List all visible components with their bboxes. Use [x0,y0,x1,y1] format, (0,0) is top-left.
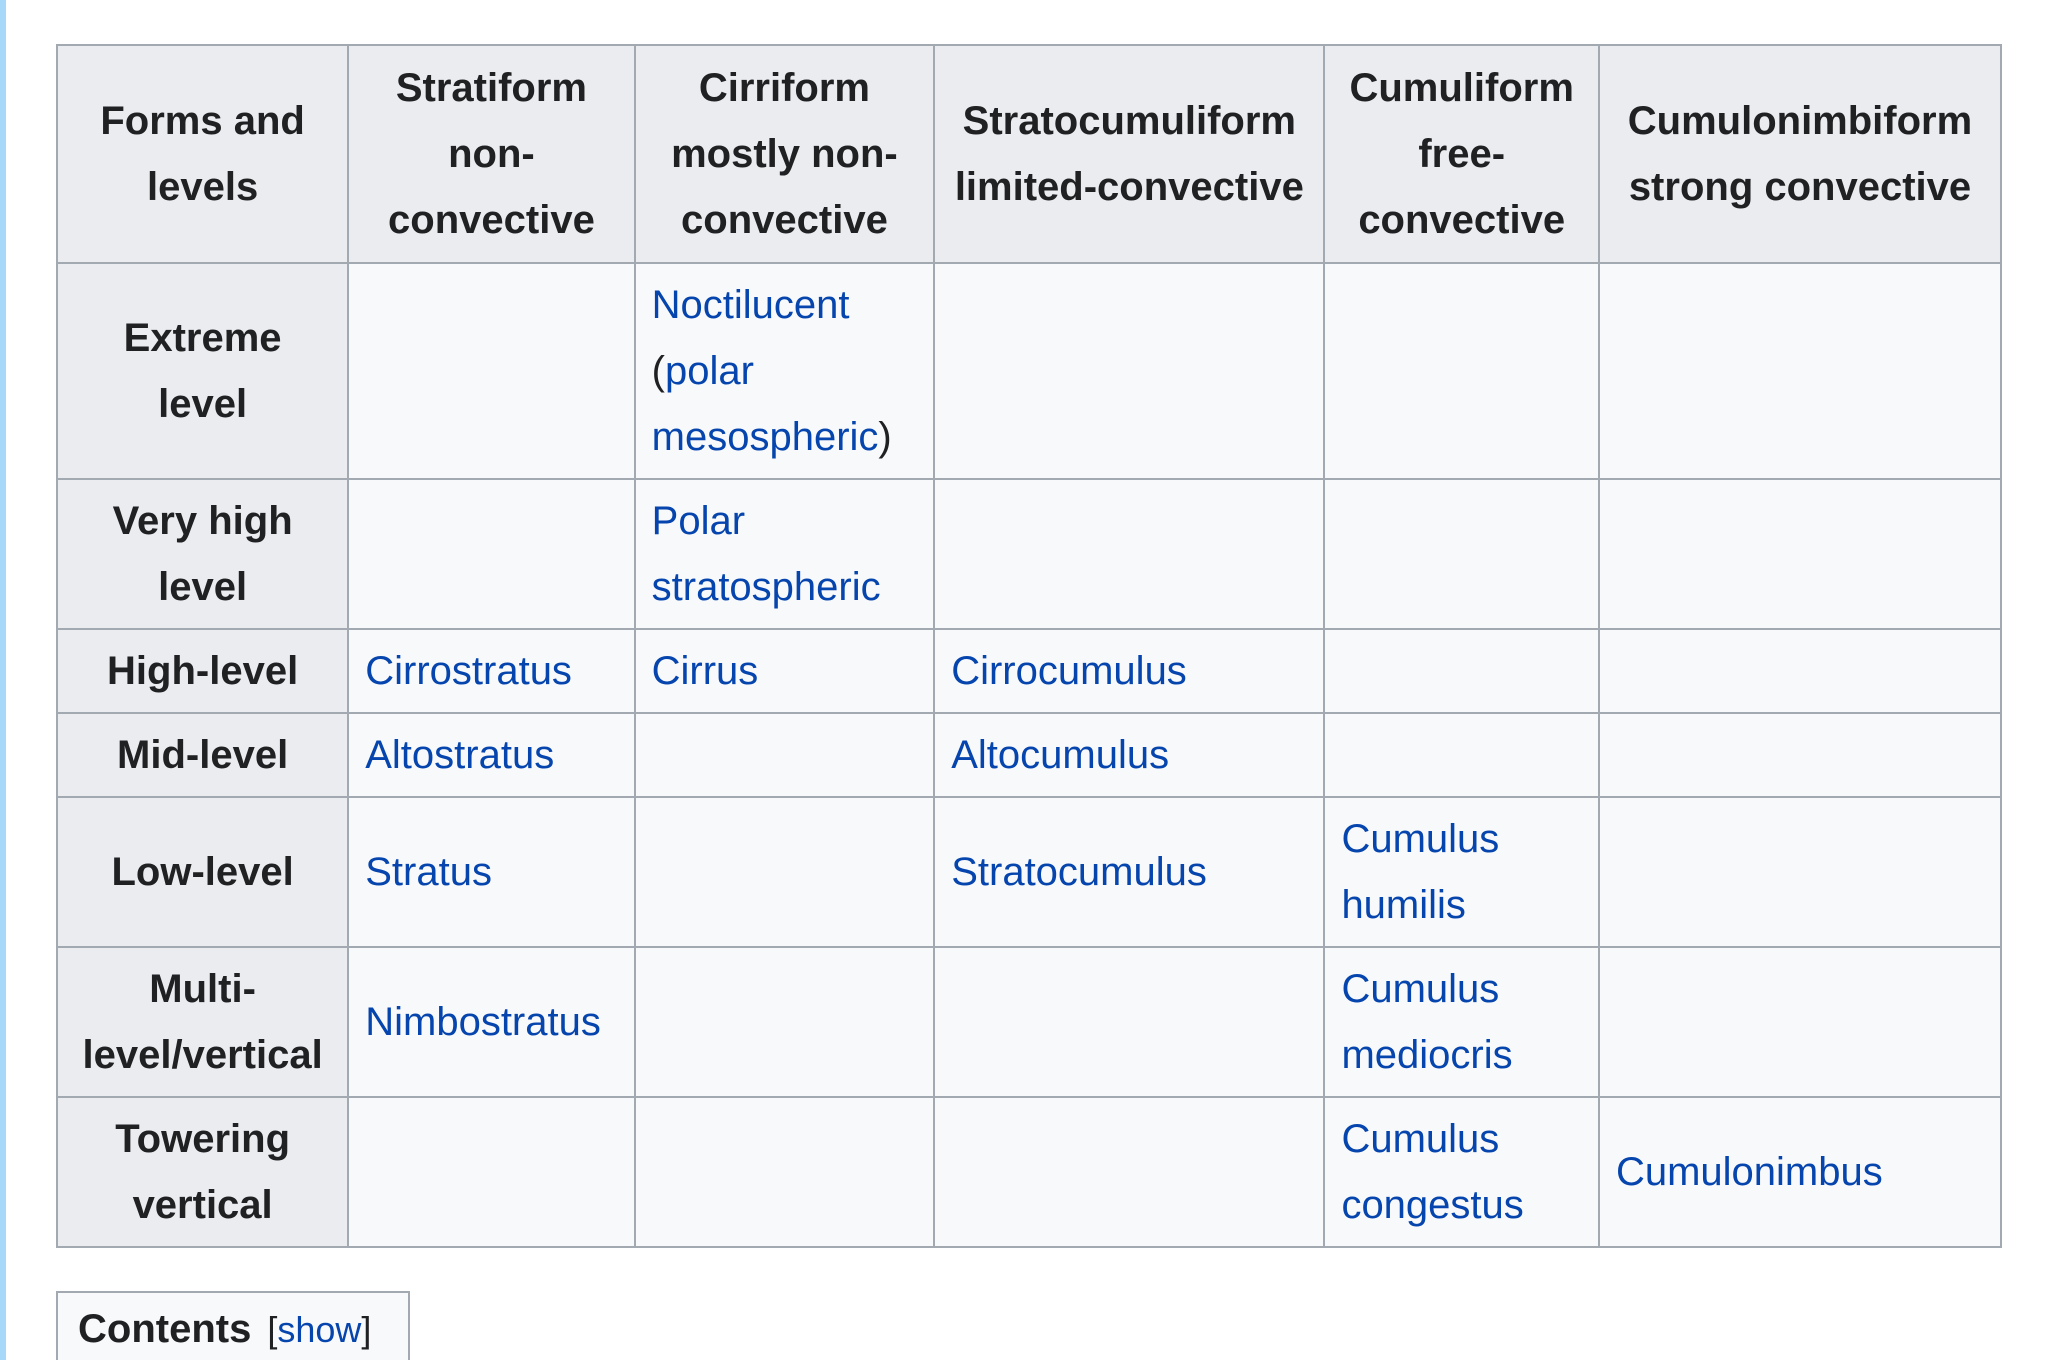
cell-empty [1323,628,1600,714]
row-header-mid-level: Mid-level [55,712,350,798]
cell-empty [347,262,636,480]
cell-empty [1597,628,2003,714]
cell-multi-stratiform: Nimbostratus [347,946,636,1098]
table-row: Multi-level/vertical Nimbostratus Cumulu… [55,946,2003,1098]
link-cumulonimbus[interactable]: Cumulonimbus [1615,1150,1883,1194]
row-header-low-level: Low-level [55,796,350,948]
cell-mid-stratiform: Altostratus [347,712,636,798]
cell-high-stratocumuliform: Cirrocumulus [933,628,1326,714]
link-cirrostratus[interactable]: Cirrostratus [365,649,572,693]
header-cumuliform: Cumuliform free-convective [1323,44,1600,264]
link-altocumulus[interactable]: Altocumulus [951,733,1170,777]
link-cumulus-humilis[interactable]: Cumulus humilis [1341,817,1500,927]
cell-empty [1597,796,2003,948]
link-noctilucent[interactable]: Noctilucent [651,283,850,327]
link-stratus[interactable]: Stratus [365,850,492,894]
cell-low-cumuliform: Cumulus humilis [1323,796,1600,948]
table-row: Very high level Polar stratospheric [55,478,2003,630]
cell-empty [933,262,1326,480]
cell-empty [1597,262,2003,480]
table-row: Extreme level Noctilucent (polar mesosphe… [55,262,2003,480]
cell-empty [1323,712,1600,798]
cell-very-high-cirriform: Polar stratospheric [633,478,936,630]
link-cirrus[interactable]: Cirrus [651,649,759,693]
cell-empty [1597,946,2003,1098]
cell-towering-cumuliform: Cumulus congestus [1323,1096,1600,1248]
cell-empty [633,946,936,1098]
cell-empty [347,1096,636,1248]
row-header-towering-vertical: Towering vertical [55,1096,350,1248]
row-header-high-level: High-level [55,628,350,714]
row-header-multi-level-vertical: Multi-level/vertical [55,946,350,1098]
link-cirrocumulus[interactable]: Cirrocumulus [951,649,1187,693]
table-row: Low-level Stratus Stratocumulus Cumulus … [55,796,2003,948]
header-cirriform: Cirriform mostly non-convective [633,44,936,264]
link-polar-mesospheric[interactable]: polar mesospheric [651,349,879,459]
cell-high-cirriform: Cirrus [633,628,936,714]
cell-extreme-cirriform: Noctilucent (polar mesospheric) [633,262,936,480]
cell-empty [1597,478,2003,630]
cell-empty [933,478,1326,630]
link-cumulus-congestus[interactable]: Cumulus congestus [1341,1117,1524,1227]
table-row: Mid-level Altostratus Altocumulus [55,712,2003,798]
cell-mid-stratocumuliform: Altocumulus [933,712,1326,798]
content-left-border [0,0,6,1360]
cell-empty [1323,478,1600,630]
toc-title: Contents [78,1307,252,1351]
table-header-row: Forms and levels Stratiform non-convecti… [55,44,2003,264]
link-polar-stratospheric[interactable]: Polar stratospheric [651,499,881,609]
paren-close: ) [878,415,892,459]
link-cumulus-mediocris[interactable]: Cumulus mediocris [1341,967,1513,1077]
cell-empty [633,1096,936,1248]
cloud-classification-table: Forms and levels Stratiform non-convecti… [55,44,2003,1248]
table-row: Towering vertical Cumulus congestus Cumu… [55,1096,2003,1248]
table-row: High-level Cirrostratus Cirrus Cirrocumu… [55,628,2003,714]
cell-multi-cumuliform: Cumulus mediocris [1323,946,1600,1098]
row-header-extreme-level: Extreme level [55,262,350,480]
header-stratocumuliform: Stratocumuliform limited-convective [933,44,1326,264]
toc-bracket-close: ] [361,1309,372,1350]
link-altostratus[interactable]: Altostratus [365,733,555,777]
table-of-contents: Contents [show] [56,1291,410,1360]
toc-toggle: [show] [267,1309,371,1350]
header-stratiform: Stratiform non-convective [347,44,636,264]
row-header-very-high-level: Very high level [55,478,350,630]
cell-empty [347,478,636,630]
cell-low-stratocumuliform: Stratocumulus [933,796,1326,948]
header-cumulonimbiform: Cumulonimbiform strong convective [1597,44,2003,264]
paren-open: ( [651,349,665,393]
cell-empty [1323,262,1600,480]
link-nimbostratus[interactable]: Nimbostratus [365,1000,601,1044]
cell-high-stratiform: Cirrostratus [347,628,636,714]
cell-empty [933,1096,1326,1248]
header-forms-and-levels: Forms and levels [55,44,350,264]
cell-towering-cumulonimbiform: Cumulonimbus [1597,1096,2003,1248]
cell-empty [933,946,1326,1098]
link-stratocumulus[interactable]: Stratocumulus [951,850,1207,894]
cell-empty [633,712,936,798]
cell-empty [633,796,936,948]
cell-low-stratiform: Stratus [347,796,636,948]
toc-bracket-open: [ [267,1309,278,1350]
toc-show-link[interactable]: show [277,1309,362,1350]
cell-empty [1597,712,2003,798]
